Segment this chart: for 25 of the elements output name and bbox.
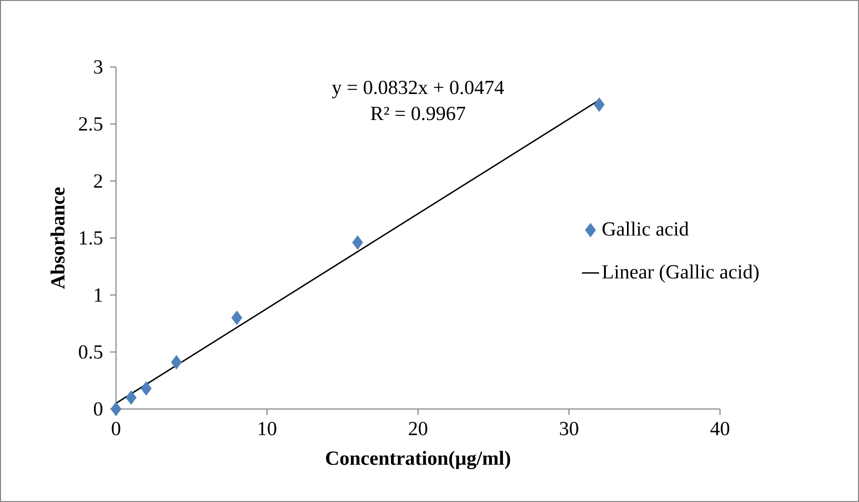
y-tick-label: 3 — [94, 60, 102, 74]
point — [110, 402, 122, 416]
annotation: y = 0.0832x + 0.0474 — [332, 80, 504, 98]
x-tick-label: 10 — [258, 422, 276, 436]
x-axis-title: Concentration(µg/ml) — [326, 450, 510, 470]
y-tick-label: 0 — [94, 402, 102, 416]
legend-label: Gallic acid — [602, 222, 689, 236]
x-tick-label: 30 — [560, 422, 578, 436]
x-tick-label: 20 — [408, 422, 428, 436]
y-tick-label: 2 — [94, 174, 102, 188]
x-tick-label: 40 — [710, 422, 730, 436]
y-tick-label: 2.5 — [79, 117, 102, 131]
point — [231, 310, 242, 325]
point — [594, 97, 605, 112]
y-axis-title: Absorbance — [50, 187, 65, 289]
y-tick-label: 1.5 — [80, 231, 102, 245]
point — [352, 235, 364, 250]
legend-label: Linear (Gallic acid) — [602, 264, 759, 283]
x-tick-label: 0 — [112, 422, 120, 436]
point — [140, 381, 152, 396]
y-tick-label: 1 — [94, 288, 102, 302]
annotation: R² = 0.9967 — [370, 106, 466, 120]
point — [170, 355, 182, 370]
point — [126, 390, 137, 405]
y-tick-label: 0.5 — [78, 345, 102, 359]
